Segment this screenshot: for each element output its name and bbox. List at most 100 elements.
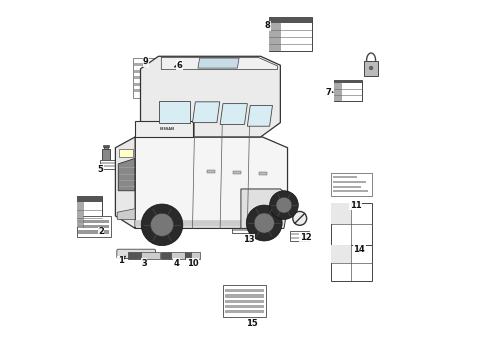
Bar (290, 237, 307, 239)
Text: 6: 6 (176, 61, 182, 70)
Bar (185, 252, 191, 259)
Circle shape (150, 213, 173, 236)
Text: 9: 9 (142, 57, 148, 66)
Circle shape (254, 213, 274, 233)
Bar (101, 165, 121, 167)
Circle shape (368, 66, 372, 70)
Bar (330, 203, 350, 224)
Bar (103, 146, 108, 149)
Bar (231, 220, 255, 233)
Bar (224, 305, 264, 308)
Bar (332, 186, 361, 188)
Bar (191, 252, 199, 259)
Circle shape (141, 204, 183, 246)
Text: NISSAN: NISSAN (160, 127, 175, 131)
Bar (233, 171, 241, 174)
Bar (330, 203, 371, 244)
Bar (134, 76, 160, 79)
Bar (224, 300, 264, 303)
Bar (268, 17, 311, 51)
Polygon shape (135, 137, 287, 228)
Bar (161, 252, 170, 259)
Bar (332, 181, 365, 183)
Bar (134, 69, 153, 72)
Bar (223, 285, 265, 317)
Text: 13: 13 (243, 235, 254, 244)
Bar (100, 160, 122, 169)
Bar (158, 59, 192, 72)
Bar (232, 229, 254, 231)
Polygon shape (135, 121, 192, 137)
Text: 15: 15 (245, 319, 257, 328)
Polygon shape (159, 101, 190, 123)
Bar (332, 176, 357, 179)
Polygon shape (140, 56, 280, 137)
Bar (290, 233, 307, 235)
Bar (232, 222, 254, 224)
Bar (268, 23, 280, 51)
Text: 12: 12 (299, 233, 311, 242)
Polygon shape (241, 189, 286, 228)
Bar (134, 83, 157, 86)
Polygon shape (135, 206, 286, 226)
Bar (330, 173, 371, 196)
Text: 7: 7 (325, 87, 331, 96)
Bar (170, 252, 184, 259)
Bar (258, 172, 266, 175)
Bar (160, 65, 191, 67)
Bar (78, 230, 109, 234)
Circle shape (246, 205, 282, 241)
Polygon shape (198, 58, 239, 68)
Bar (102, 149, 110, 163)
Circle shape (269, 191, 298, 220)
Polygon shape (117, 209, 135, 220)
Text: 8: 8 (264, 21, 270, 30)
Text: 10: 10 (186, 259, 198, 268)
Text: 2: 2 (98, 228, 104, 237)
Circle shape (292, 211, 306, 225)
Polygon shape (220, 104, 247, 125)
Bar (103, 145, 109, 147)
Bar (268, 17, 311, 23)
Polygon shape (161, 57, 277, 69)
Bar (134, 63, 158, 66)
Bar (141, 252, 160, 259)
Bar (77, 196, 102, 226)
Bar (333, 84, 341, 101)
Bar (333, 80, 362, 84)
Polygon shape (247, 105, 272, 126)
Bar (78, 225, 109, 228)
Bar (134, 89, 162, 92)
Bar (224, 289, 264, 292)
Bar (119, 149, 133, 157)
Text: 1: 1 (118, 256, 123, 265)
Bar (77, 196, 102, 202)
Text: 5: 5 (97, 165, 103, 174)
Bar (160, 68, 191, 70)
Bar (224, 310, 264, 313)
Bar (206, 170, 214, 173)
Bar (77, 202, 83, 226)
Polygon shape (115, 137, 135, 228)
Bar (232, 225, 254, 227)
Bar (364, 61, 377, 76)
Circle shape (276, 197, 291, 213)
Text: 14: 14 (353, 246, 365, 255)
Bar (78, 220, 109, 223)
Bar (330, 245, 371, 281)
Bar (333, 80, 362, 101)
Bar (160, 62, 191, 64)
Bar (128, 252, 141, 259)
Bar (77, 216, 110, 237)
Text: 4: 4 (173, 259, 179, 268)
Bar (132, 58, 164, 98)
Bar (290, 231, 308, 241)
FancyBboxPatch shape (117, 249, 155, 258)
Bar (330, 245, 350, 263)
Text: 11: 11 (349, 201, 361, 210)
Bar (332, 190, 367, 192)
Bar (224, 294, 264, 297)
Text: 3: 3 (141, 259, 147, 268)
Polygon shape (118, 158, 135, 191)
Bar (101, 162, 121, 164)
